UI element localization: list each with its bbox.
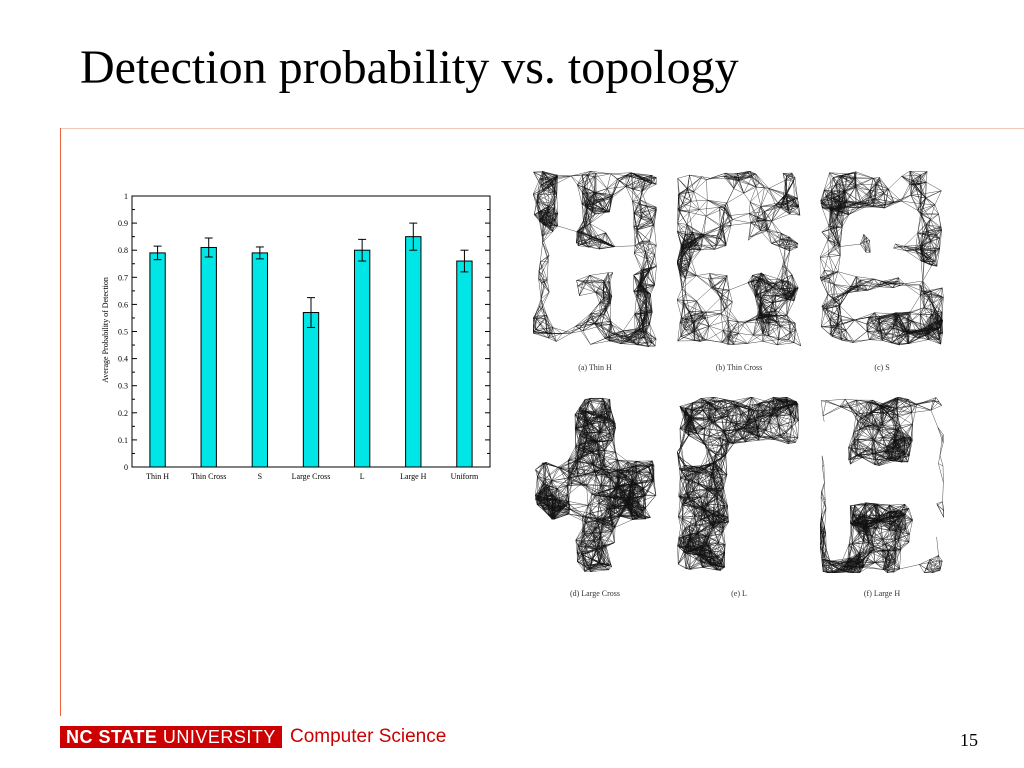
network-edges [820, 171, 944, 346]
ncsu-logo: NC STATE UNIVERSITY [60, 726, 282, 748]
topology-network-image [820, 171, 944, 346]
x-tick-label: Uniform [451, 472, 479, 481]
y-tick-label: 0.3 [118, 382, 128, 391]
x-tick-label: L [360, 472, 365, 481]
topology-network-image [533, 171, 657, 347]
topology-caption: (f) Large H [863, 589, 901, 598]
x-tick-label: Large Cross [292, 472, 331, 481]
topology-panel-large-cross: (d) Large Cross [533, 397, 657, 598]
topology-network-image [535, 397, 657, 572]
y-tick-label: 0.5 [118, 328, 128, 337]
y-axis-label: Average Probability of Detection [101, 277, 110, 383]
x-tick-label: Thin Cross [191, 472, 226, 481]
topology-caption: (e) L [731, 589, 747, 598]
page-number: 15 [960, 730, 978, 750]
topology-caption: (a) Thin H [578, 363, 612, 372]
topology-caption: (c) S [874, 363, 890, 372]
y-tick-label: 0.1 [118, 436, 128, 445]
topology-panel-large-h: (f) Large H [820, 397, 944, 598]
topology-panel-l: (e) L [677, 397, 801, 598]
y-tick-label: 0.2 [118, 409, 128, 418]
y-tick-label: 0.4 [118, 355, 128, 364]
logo-light-text: UNIVERSITY [162, 727, 276, 747]
y-tick-label: 0.6 [118, 300, 128, 309]
topology-panel-s: (c) S [820, 171, 944, 372]
y-tick-label: 0 [124, 463, 128, 472]
bar [200, 246, 217, 468]
slide-title: Detection probability vs. topology [80, 41, 739, 94]
y-tick-label: 0.7 [118, 273, 128, 282]
network-edges [677, 171, 801, 347]
network-edges [533, 171, 657, 347]
x-tick-label: Large H [400, 472, 427, 481]
chart-bars [149, 222, 473, 468]
logo-bold-text: NC STATE [66, 727, 158, 747]
topology-panel-thin-cross: (b) Thin Cross [677, 171, 801, 372]
detection-bar-chart: Average Probability of Detection 0 0.1 0.2… [101, 192, 491, 481]
left-accent-rule [60, 128, 61, 716]
x-tick-label: S [258, 472, 262, 481]
topology-network-image [677, 171, 801, 347]
y-tick-label: 0.8 [118, 246, 128, 255]
topology-network-image [677, 397, 799, 571]
y-tick-label: 0.9 [118, 219, 128, 228]
network-edges [535, 397, 657, 572]
department-label: Computer Science [290, 726, 447, 747]
topology-network-image [820, 397, 944, 573]
x-tick-label: Thin H [146, 472, 169, 481]
network-edges [677, 397, 799, 571]
topology-caption: (b) Thin Cross [715, 363, 763, 372]
bar [149, 252, 166, 468]
network-edges [820, 397, 944, 573]
title-divider [60, 128, 1024, 129]
bar [251, 252, 269, 468]
topology-caption: (d) Large Cross [569, 589, 621, 598]
bar [405, 236, 422, 468]
y-tick-label: 1 [124, 192, 128, 201]
bar [353, 249, 371, 468]
bar [302, 312, 320, 468]
topology-panel-thin-h: (a) Thin H [533, 171, 657, 372]
bar [456, 260, 473, 468]
chart-ticks: 0 0.1 0.2 0.3 0.4 0.5 0.6 0.7 0.8 0.9 1 Thin H Thin … [118, 192, 490, 481]
